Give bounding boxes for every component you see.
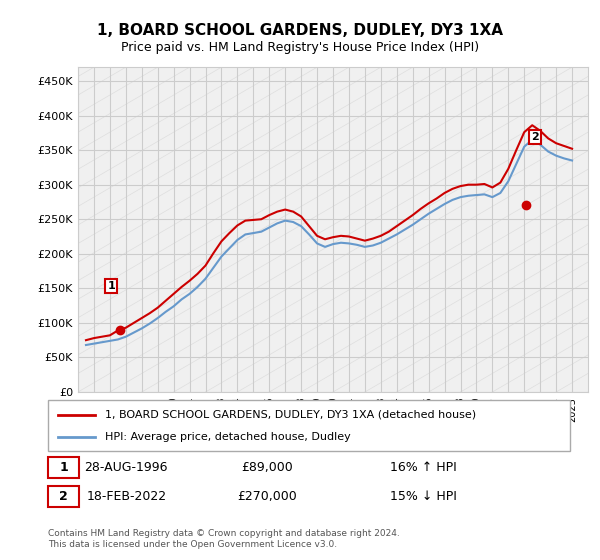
Text: 2: 2: [531, 132, 539, 142]
Text: 1: 1: [107, 281, 115, 291]
Text: £89,000: £89,000: [241, 461, 293, 474]
FancyBboxPatch shape: [48, 458, 79, 478]
Text: 15% ↓ HPI: 15% ↓ HPI: [391, 490, 457, 503]
Text: HPI: Average price, detached house, Dudley: HPI: Average price, detached house, Dudl…: [106, 432, 351, 442]
Text: 1, BOARD SCHOOL GARDENS, DUDLEY, DY3 1XA: 1, BOARD SCHOOL GARDENS, DUDLEY, DY3 1XA: [97, 24, 503, 38]
Text: Contains HM Land Registry data © Crown copyright and database right 2024.
This d: Contains HM Land Registry data © Crown c…: [48, 529, 400, 549]
FancyBboxPatch shape: [48, 486, 79, 507]
Text: 2: 2: [59, 490, 68, 503]
Text: 16% ↑ HPI: 16% ↑ HPI: [391, 461, 457, 474]
Text: 1, BOARD SCHOOL GARDENS, DUDLEY, DY3 1XA (detached house): 1, BOARD SCHOOL GARDENS, DUDLEY, DY3 1XA…: [106, 409, 476, 419]
Text: 18-FEB-2022: 18-FEB-2022: [86, 490, 166, 503]
Text: 1: 1: [59, 461, 68, 474]
FancyBboxPatch shape: [48, 400, 570, 451]
Text: £270,000: £270,000: [238, 490, 297, 503]
Text: 28-AUG-1996: 28-AUG-1996: [85, 461, 168, 474]
Text: Price paid vs. HM Land Registry's House Price Index (HPI): Price paid vs. HM Land Registry's House …: [121, 41, 479, 54]
